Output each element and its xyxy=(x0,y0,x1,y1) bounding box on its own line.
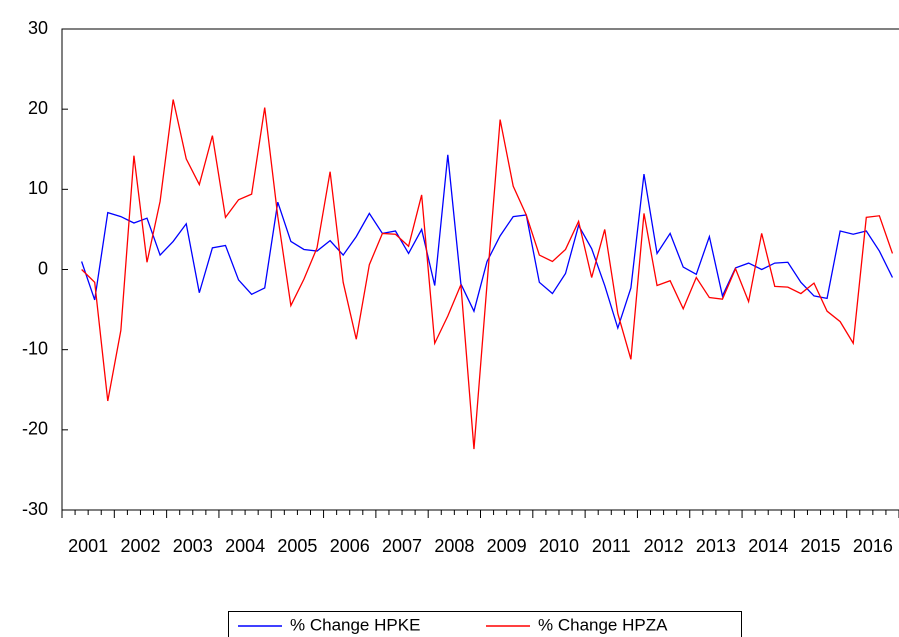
y-tick-label: 30 xyxy=(28,18,48,38)
x-tick-label: 2008 xyxy=(434,536,474,556)
x-tick-label: 2006 xyxy=(330,536,370,556)
data-line xyxy=(81,154,894,331)
y-tick-label: 20 xyxy=(28,98,48,118)
legend-box xyxy=(228,611,742,637)
y-tick-label: 10 xyxy=(28,178,48,198)
data-line xyxy=(81,99,894,450)
legend-label: % Change HPKE xyxy=(290,615,420,634)
x-tick-label: 2011 xyxy=(592,536,631,556)
x-tick-label: 2016 xyxy=(853,536,893,556)
x-tick-label: 2009 xyxy=(487,536,527,556)
x-tick-label: 2012 xyxy=(644,536,684,556)
x-tick-label: 2013 xyxy=(696,536,736,556)
x-tick-label: 2003 xyxy=(173,536,213,556)
y-tick-label: -10 xyxy=(22,338,48,358)
plot-frame xyxy=(61,28,899,511)
x-tick-label: 2005 xyxy=(277,536,317,556)
legend-label: % Change HPZA xyxy=(538,615,668,634)
x-tick-label: 2002 xyxy=(120,536,160,556)
x-tick-label: 2014 xyxy=(748,536,788,556)
y-tick-label: -20 xyxy=(22,419,48,439)
x-tick-label: 2010 xyxy=(539,536,579,556)
x-tick-label: 2004 xyxy=(225,536,265,556)
y-tick-label: 0 xyxy=(38,258,48,278)
x-tick-label: 2001 xyxy=(68,536,108,556)
y-tick-label: -30 xyxy=(22,499,48,519)
x-tick-label: 2015 xyxy=(801,536,841,556)
x-tick-label: 2007 xyxy=(382,536,422,556)
